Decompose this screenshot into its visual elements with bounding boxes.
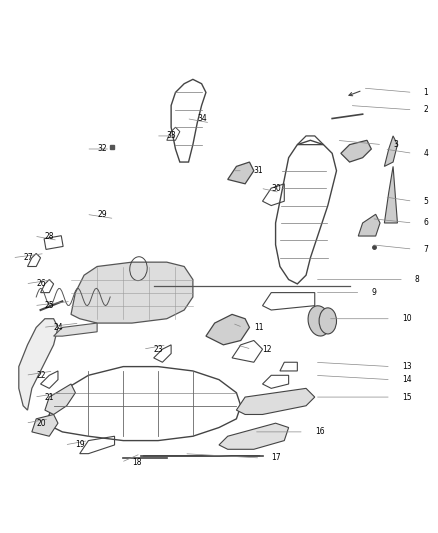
Ellipse shape: [319, 308, 336, 334]
Text: 16: 16: [315, 427, 325, 437]
Text: 7: 7: [424, 245, 428, 254]
Polygon shape: [71, 262, 193, 323]
Text: 18: 18: [132, 458, 141, 467]
Polygon shape: [341, 140, 371, 162]
Text: 29: 29: [97, 210, 107, 219]
Text: 1: 1: [424, 88, 428, 97]
Text: 2: 2: [424, 106, 428, 114]
Text: 9: 9: [371, 288, 376, 297]
Text: 22: 22: [36, 371, 46, 380]
Polygon shape: [53, 323, 97, 336]
Text: 25: 25: [45, 301, 55, 310]
Text: 4: 4: [424, 149, 428, 158]
Bar: [44, 236, 63, 249]
Text: 33: 33: [167, 132, 177, 140]
Text: 10: 10: [402, 314, 411, 323]
Polygon shape: [206, 314, 250, 345]
Text: 31: 31: [254, 166, 263, 175]
Polygon shape: [19, 319, 58, 410]
Text: 30: 30: [271, 184, 281, 192]
Text: 24: 24: [53, 323, 63, 332]
Text: 34: 34: [197, 114, 207, 123]
Polygon shape: [45, 384, 75, 415]
Text: 11: 11: [254, 323, 263, 332]
Text: 26: 26: [36, 279, 46, 288]
Polygon shape: [32, 415, 58, 436]
Text: 8: 8: [415, 275, 420, 284]
Text: 15: 15: [402, 393, 411, 401]
Text: 6: 6: [424, 219, 428, 228]
Polygon shape: [237, 389, 315, 415]
Text: 28: 28: [45, 231, 54, 240]
Polygon shape: [385, 136, 397, 166]
Text: 19: 19: [75, 440, 85, 449]
Ellipse shape: [308, 306, 330, 336]
Text: 5: 5: [424, 197, 428, 206]
Text: 32: 32: [97, 144, 107, 154]
Text: 12: 12: [262, 345, 272, 354]
Text: 17: 17: [271, 454, 281, 463]
Polygon shape: [219, 423, 289, 449]
Text: 20: 20: [36, 419, 46, 427]
Text: 3: 3: [393, 140, 398, 149]
Text: 14: 14: [402, 375, 411, 384]
Polygon shape: [385, 166, 397, 223]
Polygon shape: [228, 162, 254, 184]
Text: 13: 13: [402, 362, 411, 371]
Text: 21: 21: [45, 393, 54, 401]
Polygon shape: [358, 214, 380, 236]
Text: 23: 23: [154, 345, 163, 354]
Text: 27: 27: [23, 253, 33, 262]
